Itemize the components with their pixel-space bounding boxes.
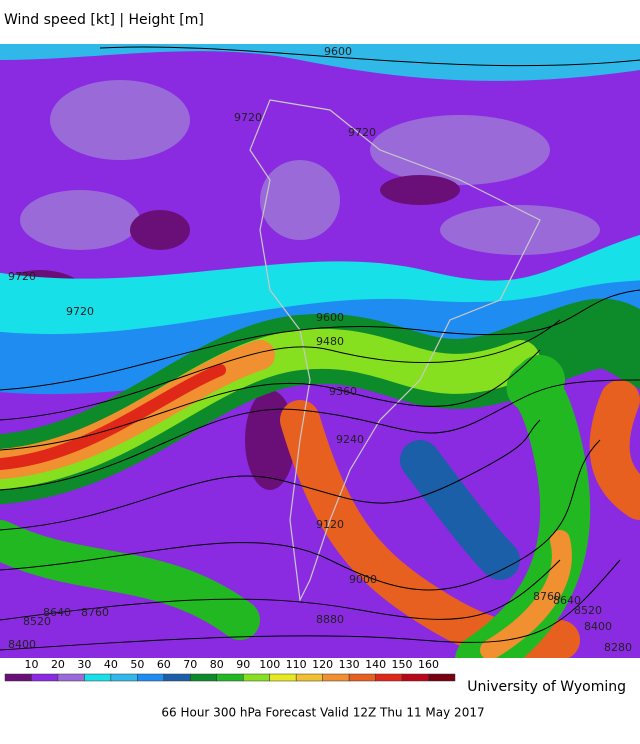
legend-swatch	[4, 673, 32, 682]
legend-swatch	[295, 673, 323, 682]
legend-label: 120	[312, 658, 333, 671]
legend-swatch	[110, 673, 138, 682]
north-band	[0, 44, 640, 81]
legend-swatch	[401, 673, 429, 682]
contour-label: 9600	[316, 311, 344, 324]
legend-swatch	[348, 673, 376, 682]
height-contours	[0, 46, 640, 651]
legend-label: 150	[392, 658, 413, 671]
legend-label: 30	[77, 658, 91, 671]
contour-label: 9720	[234, 111, 262, 124]
contour-label: 8520	[574, 604, 602, 617]
continent-outline	[249, 99, 541, 603]
legend-label: 100	[259, 658, 280, 671]
contour-label: 8640	[43, 606, 71, 619]
contour-label: 8760	[81, 606, 109, 619]
legend-swatch	[322, 673, 350, 682]
legend-swatch	[84, 673, 112, 682]
lavender-patches	[20, 80, 600, 255]
jet-bands	[0, 234, 640, 658]
legend-label: 40	[104, 658, 118, 671]
color-legend: 10 20 30 40 50 60 70 80 90 100 110 120 130 140 150 160	[4, 658, 456, 682]
legend-swatch	[269, 673, 297, 682]
legend-swatch	[375, 673, 403, 682]
contour-label: 8640	[553, 594, 581, 607]
contour-label: 8880	[316, 613, 344, 626]
caption: 66 Hour 300 hPa Forecast Valid 12Z Thu 1…	[161, 706, 484, 720]
legend-swatch	[428, 673, 456, 682]
contour-label: 9240	[336, 433, 364, 446]
contour-label: 9360	[329, 385, 357, 398]
title: Wind speed [kt] | Height [m]	[4, 12, 204, 28]
contour-label: 8760	[533, 590, 561, 603]
contour-label: 8400	[584, 620, 612, 633]
contour-label: 8520	[23, 615, 51, 628]
contour-label: 9600	[324, 45, 352, 58]
legend-label: 20	[51, 658, 65, 671]
legend-swatch	[163, 673, 191, 682]
legend-label: 80	[210, 658, 224, 671]
legend-swatch	[190, 673, 218, 682]
legend-label: 50	[130, 658, 144, 671]
contour-label: 8400	[8, 638, 36, 651]
map: 9600 9720 9720 9720 9720 9600 9480 9360 9240 9120…	[0, 44, 640, 658]
legend-swatch	[31, 673, 59, 682]
credit: University of Wyoming	[467, 679, 626, 695]
legend-label: 90	[236, 658, 250, 671]
legend-swatch	[242, 673, 270, 682]
legend-swatch	[216, 673, 244, 682]
contour-label: 9000	[349, 573, 377, 586]
contour-label: 9720	[348, 126, 376, 139]
contour-label: 9720	[66, 305, 94, 318]
legend-swatch	[137, 673, 165, 682]
legend-label: 10	[24, 658, 38, 671]
contour-label: 9480	[316, 335, 344, 348]
contour-label: 9120	[316, 518, 344, 531]
legend-swatch	[57, 673, 85, 682]
legend-label: 140	[365, 658, 386, 671]
legend-label: 160	[418, 658, 439, 671]
contour-label: 8280	[604, 641, 632, 654]
legend-label: 60	[157, 658, 171, 671]
legend-label: 70	[183, 658, 197, 671]
contour-label: 9720	[8, 270, 36, 283]
legend-label: 110	[286, 658, 307, 671]
legend-label: 130	[339, 658, 360, 671]
